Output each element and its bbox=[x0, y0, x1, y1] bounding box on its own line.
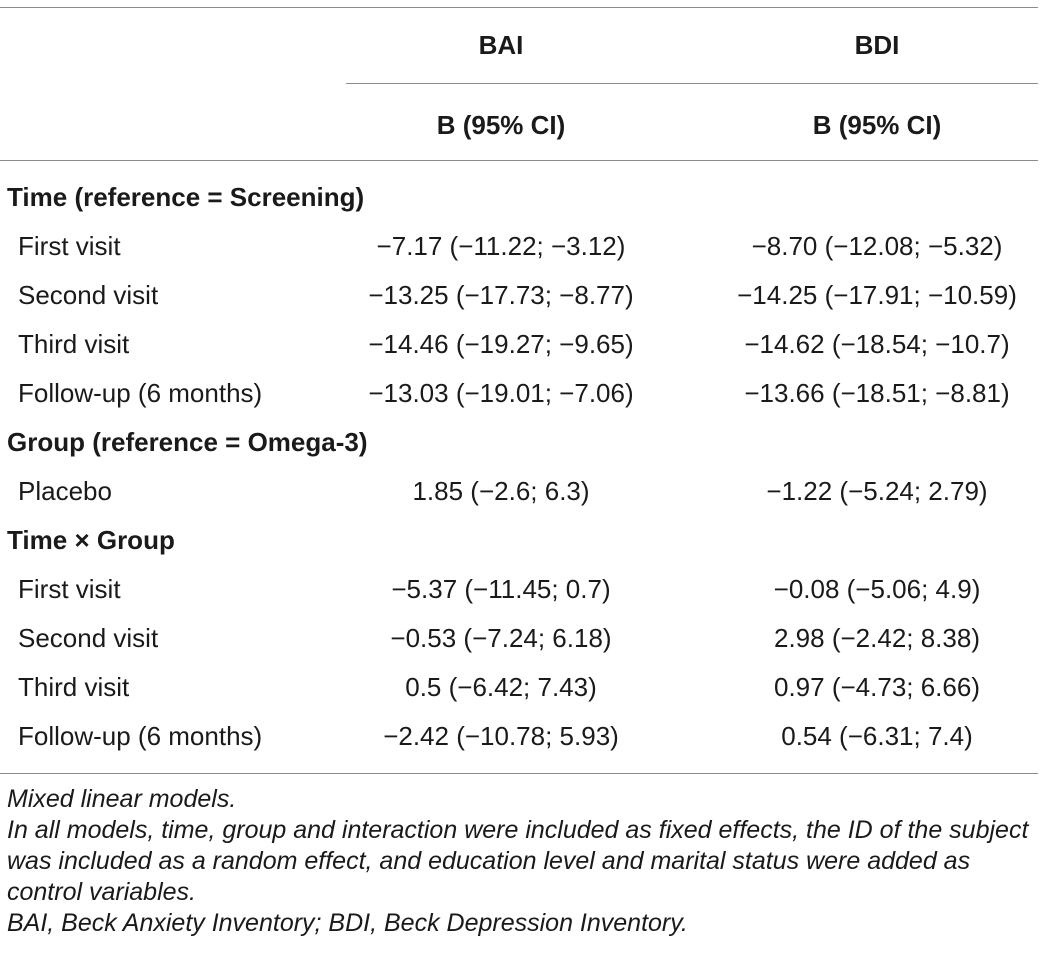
row-bdi-value: 0.97 (−4.73; 6.66) bbox=[774, 672, 980, 702]
row-bai-value: 0.5 (−6.42; 7.43) bbox=[405, 672, 597, 702]
footnote-abbreviations: BAI, Beck Anxiety Inventory; BDI, Beck D… bbox=[7, 909, 688, 937]
row-bai-value: −7.17 (−11.22; −3.12) bbox=[376, 231, 626, 261]
subheader-bai: B (95% CI) bbox=[436, 110, 566, 140]
row-bai-value: −13.03 (−19.01; −7.06) bbox=[368, 378, 634, 408]
row-label: Third visit bbox=[18, 329, 130, 359]
row-label: Third visit bbox=[18, 672, 130, 702]
row-label: First visit bbox=[18, 231, 121, 261]
row-bai-value: −0.53 (−7.24; 6.18) bbox=[390, 623, 612, 653]
row-bai-value: −2.42 (−10.78; 5.93) bbox=[383, 721, 619, 751]
table-footnotes: Mixed linear models. In all models, time… bbox=[7, 784, 1041, 939]
row-label: Second visit bbox=[18, 280, 159, 310]
row-bdi-value: −1.22 (−5.24; 2.79) bbox=[766, 476, 988, 506]
table-top-rule bbox=[0, 7, 1038, 8]
footnote-models: Mixed linear models. bbox=[7, 785, 237, 813]
row-label: Follow-up (6 months) bbox=[18, 721, 263, 751]
header-bdi: BDI bbox=[854, 30, 900, 60]
section-title-interaction: Time × Group bbox=[7, 525, 175, 555]
row-bdi-value: −14.25 (−17.91; −10.59) bbox=[737, 280, 1017, 310]
row-bai-value: −14.46 (−19.27; −9.65) bbox=[368, 329, 634, 359]
row-bdi-value: −0.08 (−5.06; 4.9) bbox=[773, 574, 981, 604]
row-bdi-value: −8.70 (−12.08; −5.32) bbox=[751, 231, 1003, 261]
row-label: Placebo bbox=[18, 476, 112, 506]
row-label: Second visit bbox=[18, 623, 159, 653]
header-sub-rule bbox=[346, 83, 1038, 84]
header-bottom-rule bbox=[0, 160, 1038, 161]
row-bdi-value: −14.62 (−18.54; −10.7) bbox=[744, 329, 1010, 359]
row-bai-value: −13.25 (−17.73; −8.77) bbox=[368, 280, 634, 310]
row-label: Follow-up (6 months) bbox=[18, 378, 263, 408]
row-label: First visit bbox=[18, 574, 121, 604]
row-bai-value: −5.37 (−11.45; 0.7) bbox=[391, 574, 611, 604]
table-bottom-rule bbox=[0, 773, 1038, 774]
header-bai: BAI bbox=[478, 30, 524, 60]
section-title-group: Group (reference = Omega-3) bbox=[7, 427, 368, 457]
subheader-bdi: B (95% CI) bbox=[812, 110, 942, 140]
row-bai-value: 1.85 (−2.6; 6.3) bbox=[412, 476, 590, 506]
row-bdi-value: 2.98 (−2.42; 8.38) bbox=[774, 623, 980, 653]
footnote-effects: In all models, time, group and interacti… bbox=[7, 816, 1029, 906]
section-title-time: Time (reference = Screening) bbox=[7, 182, 365, 212]
row-bdi-value: −13.66 (−18.51; −8.81) bbox=[744, 378, 1010, 408]
row-bdi-value: 0.54 (−6.31; 7.4) bbox=[781, 721, 973, 751]
